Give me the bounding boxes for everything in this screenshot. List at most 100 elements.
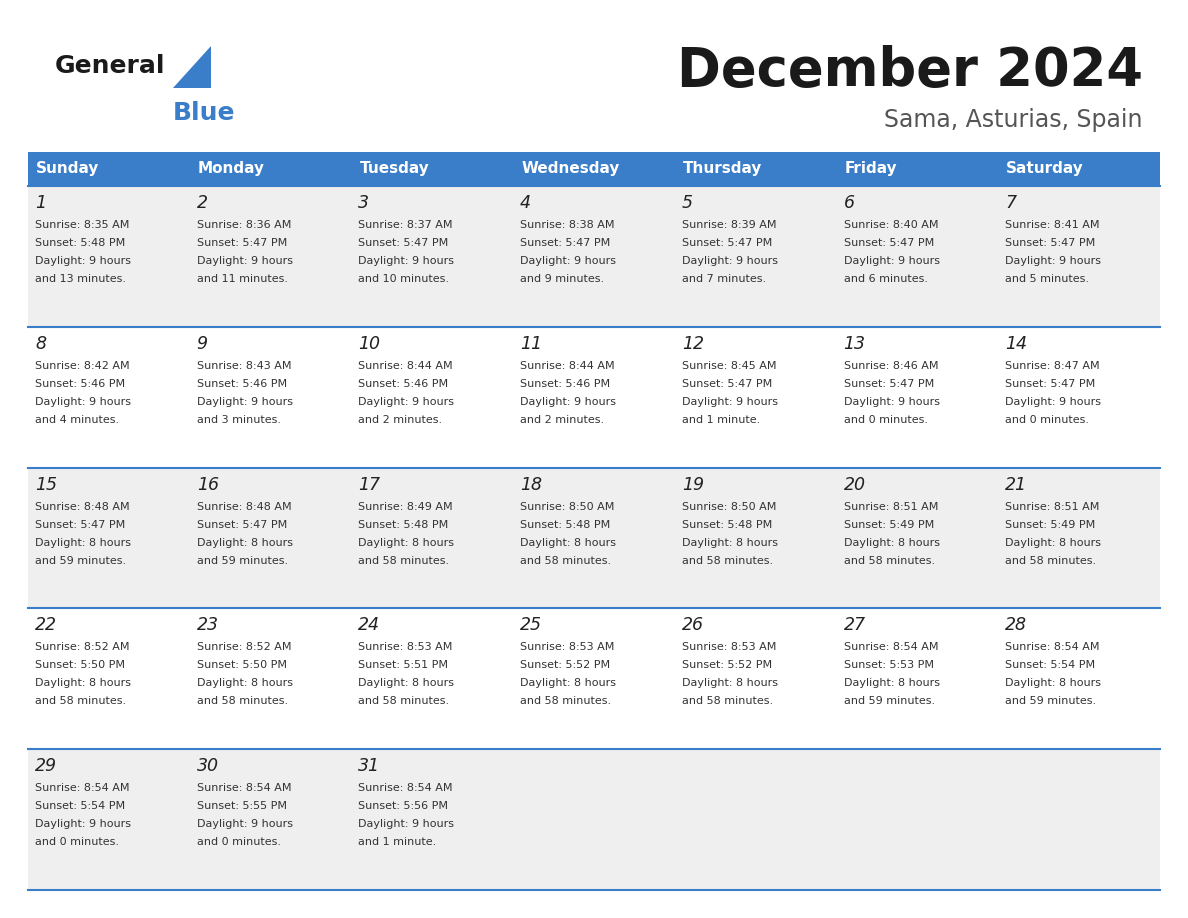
Text: Sunset: 5:54 PM: Sunset: 5:54 PM	[1005, 660, 1095, 670]
Text: Sunset: 5:47 PM: Sunset: 5:47 PM	[520, 238, 611, 248]
Text: Daylight: 8 hours: Daylight: 8 hours	[843, 678, 940, 688]
Text: Sunset: 5:48 PM: Sunset: 5:48 PM	[682, 520, 772, 530]
Text: Daylight: 8 hours: Daylight: 8 hours	[34, 538, 131, 548]
Bar	[998, 152, 1159, 186]
Text: and 58 minutes.: and 58 minutes.	[197, 697, 287, 706]
Text: 12: 12	[682, 335, 703, 353]
Text: Daylight: 9 hours: Daylight: 9 hours	[359, 819, 455, 829]
Text: Sunrise: 8:54 AM: Sunrise: 8:54 AM	[359, 783, 453, 793]
Text: and 58 minutes.: and 58 minutes.	[520, 697, 612, 706]
Text: and 10 minutes.: and 10 minutes.	[359, 274, 449, 284]
Text: Sunset: 5:49 PM: Sunset: 5:49 PM	[843, 520, 934, 530]
Text: Sunday: Sunday	[36, 162, 100, 176]
Text: and 59 minutes.: and 59 minutes.	[1005, 697, 1097, 706]
Text: Sunset: 5:47 PM: Sunset: 5:47 PM	[197, 520, 287, 530]
Text: 3: 3	[359, 194, 369, 212]
Text: and 58 minutes.: and 58 minutes.	[520, 555, 612, 565]
Text: Sunset: 5:51 PM: Sunset: 5:51 PM	[359, 660, 448, 670]
Text: 9: 9	[197, 335, 208, 353]
Text: and 9 minutes.: and 9 minutes.	[520, 274, 605, 284]
Text: and 58 minutes.: and 58 minutes.	[682, 555, 773, 565]
Text: Sunset: 5:46 PM: Sunset: 5:46 PM	[520, 379, 611, 389]
Text: Sunset: 5:54 PM: Sunset: 5:54 PM	[34, 801, 125, 812]
Text: Sunset: 5:47 PM: Sunset: 5:47 PM	[1005, 238, 1095, 248]
Text: Sunrise: 8:52 AM: Sunrise: 8:52 AM	[197, 643, 291, 653]
Text: and 59 minutes.: and 59 minutes.	[34, 555, 126, 565]
Text: and 3 minutes.: and 3 minutes.	[197, 415, 280, 425]
Text: and 13 minutes.: and 13 minutes.	[34, 274, 126, 284]
Text: 18: 18	[520, 476, 542, 494]
Text: Monday: Monday	[197, 162, 265, 176]
Text: Sunset: 5:49 PM: Sunset: 5:49 PM	[1005, 520, 1095, 530]
Text: 6: 6	[843, 194, 854, 212]
Text: Sunrise: 8:46 AM: Sunrise: 8:46 AM	[843, 361, 939, 371]
Text: and 0 minutes.: and 0 minutes.	[197, 837, 280, 847]
Text: and 58 minutes.: and 58 minutes.	[682, 697, 773, 706]
Text: Sama, Asturias, Spain: Sama, Asturias, Spain	[885, 108, 1143, 132]
Text: 10: 10	[359, 335, 380, 353]
Text: and 0 minutes.: and 0 minutes.	[1005, 415, 1089, 425]
Text: Sunrise: 8:38 AM: Sunrise: 8:38 AM	[520, 220, 614, 230]
Text: Daylight: 9 hours: Daylight: 9 hours	[197, 256, 292, 266]
Text: 20: 20	[843, 476, 866, 494]
Text: Friday: Friday	[845, 162, 897, 176]
Text: 7: 7	[1005, 194, 1016, 212]
Text: Sunrise: 8:44 AM: Sunrise: 8:44 AM	[520, 361, 614, 371]
Text: Daylight: 9 hours: Daylight: 9 hours	[520, 256, 617, 266]
Text: 13: 13	[843, 335, 866, 353]
Text: Sunset: 5:46 PM: Sunset: 5:46 PM	[34, 379, 125, 389]
Text: 22: 22	[34, 616, 57, 634]
Text: 27: 27	[843, 616, 866, 634]
Text: Sunset: 5:47 PM: Sunset: 5:47 PM	[197, 238, 287, 248]
Text: and 11 minutes.: and 11 minutes.	[197, 274, 287, 284]
Text: and 2 minutes.: and 2 minutes.	[520, 415, 605, 425]
Text: Daylight: 8 hours: Daylight: 8 hours	[197, 538, 292, 548]
Text: Sunset: 5:53 PM: Sunset: 5:53 PM	[843, 660, 934, 670]
Text: 21: 21	[1005, 476, 1028, 494]
Bar	[675, 152, 836, 186]
Text: Sunrise: 8:36 AM: Sunrise: 8:36 AM	[197, 220, 291, 230]
Text: Sunrise: 8:54 AM: Sunrise: 8:54 AM	[34, 783, 129, 793]
Text: 8: 8	[34, 335, 46, 353]
Text: Daylight: 9 hours: Daylight: 9 hours	[682, 397, 778, 407]
Text: Sunrise: 8:54 AM: Sunrise: 8:54 AM	[1005, 643, 1100, 653]
Text: Daylight: 9 hours: Daylight: 9 hours	[34, 819, 131, 829]
Text: Sunrise: 8:53 AM: Sunrise: 8:53 AM	[359, 643, 453, 653]
Text: Sunrise: 8:53 AM: Sunrise: 8:53 AM	[520, 643, 614, 653]
Text: 16: 16	[197, 476, 219, 494]
Text: and 58 minutes.: and 58 minutes.	[34, 697, 126, 706]
Text: 1: 1	[34, 194, 46, 212]
Text: Sunrise: 8:48 AM: Sunrise: 8:48 AM	[34, 501, 129, 511]
Text: Sunset: 5:52 PM: Sunset: 5:52 PM	[520, 660, 611, 670]
Text: Sunset: 5:47 PM: Sunset: 5:47 PM	[843, 379, 934, 389]
Text: Daylight: 9 hours: Daylight: 9 hours	[843, 256, 940, 266]
Text: Daylight: 8 hours: Daylight: 8 hours	[1005, 538, 1101, 548]
Text: Sunrise: 8:47 AM: Sunrise: 8:47 AM	[1005, 361, 1100, 371]
Text: and 58 minutes.: and 58 minutes.	[359, 555, 449, 565]
Text: Tuesday: Tuesday	[360, 162, 429, 176]
Text: Daylight: 8 hours: Daylight: 8 hours	[520, 678, 617, 688]
Text: Thursday: Thursday	[683, 162, 763, 176]
Text: Daylight: 9 hours: Daylight: 9 hours	[197, 397, 292, 407]
Text: Daylight: 9 hours: Daylight: 9 hours	[520, 397, 617, 407]
Text: and 0 minutes.: and 0 minutes.	[34, 837, 119, 847]
Text: 25: 25	[520, 616, 542, 634]
Text: Sunset: 5:50 PM: Sunset: 5:50 PM	[34, 660, 125, 670]
Text: and 58 minutes.: and 58 minutes.	[1005, 555, 1097, 565]
Text: 5: 5	[682, 194, 693, 212]
Text: 31: 31	[359, 757, 380, 775]
Text: and 0 minutes.: and 0 minutes.	[843, 415, 928, 425]
Text: and 58 minutes.: and 58 minutes.	[359, 697, 449, 706]
Text: Sunset: 5:48 PM: Sunset: 5:48 PM	[520, 520, 611, 530]
Text: Daylight: 9 hours: Daylight: 9 hours	[359, 256, 455, 266]
Text: 26: 26	[682, 616, 703, 634]
Text: Daylight: 8 hours: Daylight: 8 hours	[359, 538, 455, 548]
Bar	[190, 152, 352, 186]
Text: Sunrise: 8:53 AM: Sunrise: 8:53 AM	[682, 643, 776, 653]
Bar	[29, 186, 1159, 327]
Text: Sunset: 5:47 PM: Sunset: 5:47 PM	[682, 379, 772, 389]
Text: 15: 15	[34, 476, 57, 494]
Text: and 59 minutes.: and 59 minutes.	[843, 697, 935, 706]
Text: Sunset: 5:47 PM: Sunset: 5:47 PM	[1005, 379, 1095, 389]
Text: and 7 minutes.: and 7 minutes.	[682, 274, 766, 284]
